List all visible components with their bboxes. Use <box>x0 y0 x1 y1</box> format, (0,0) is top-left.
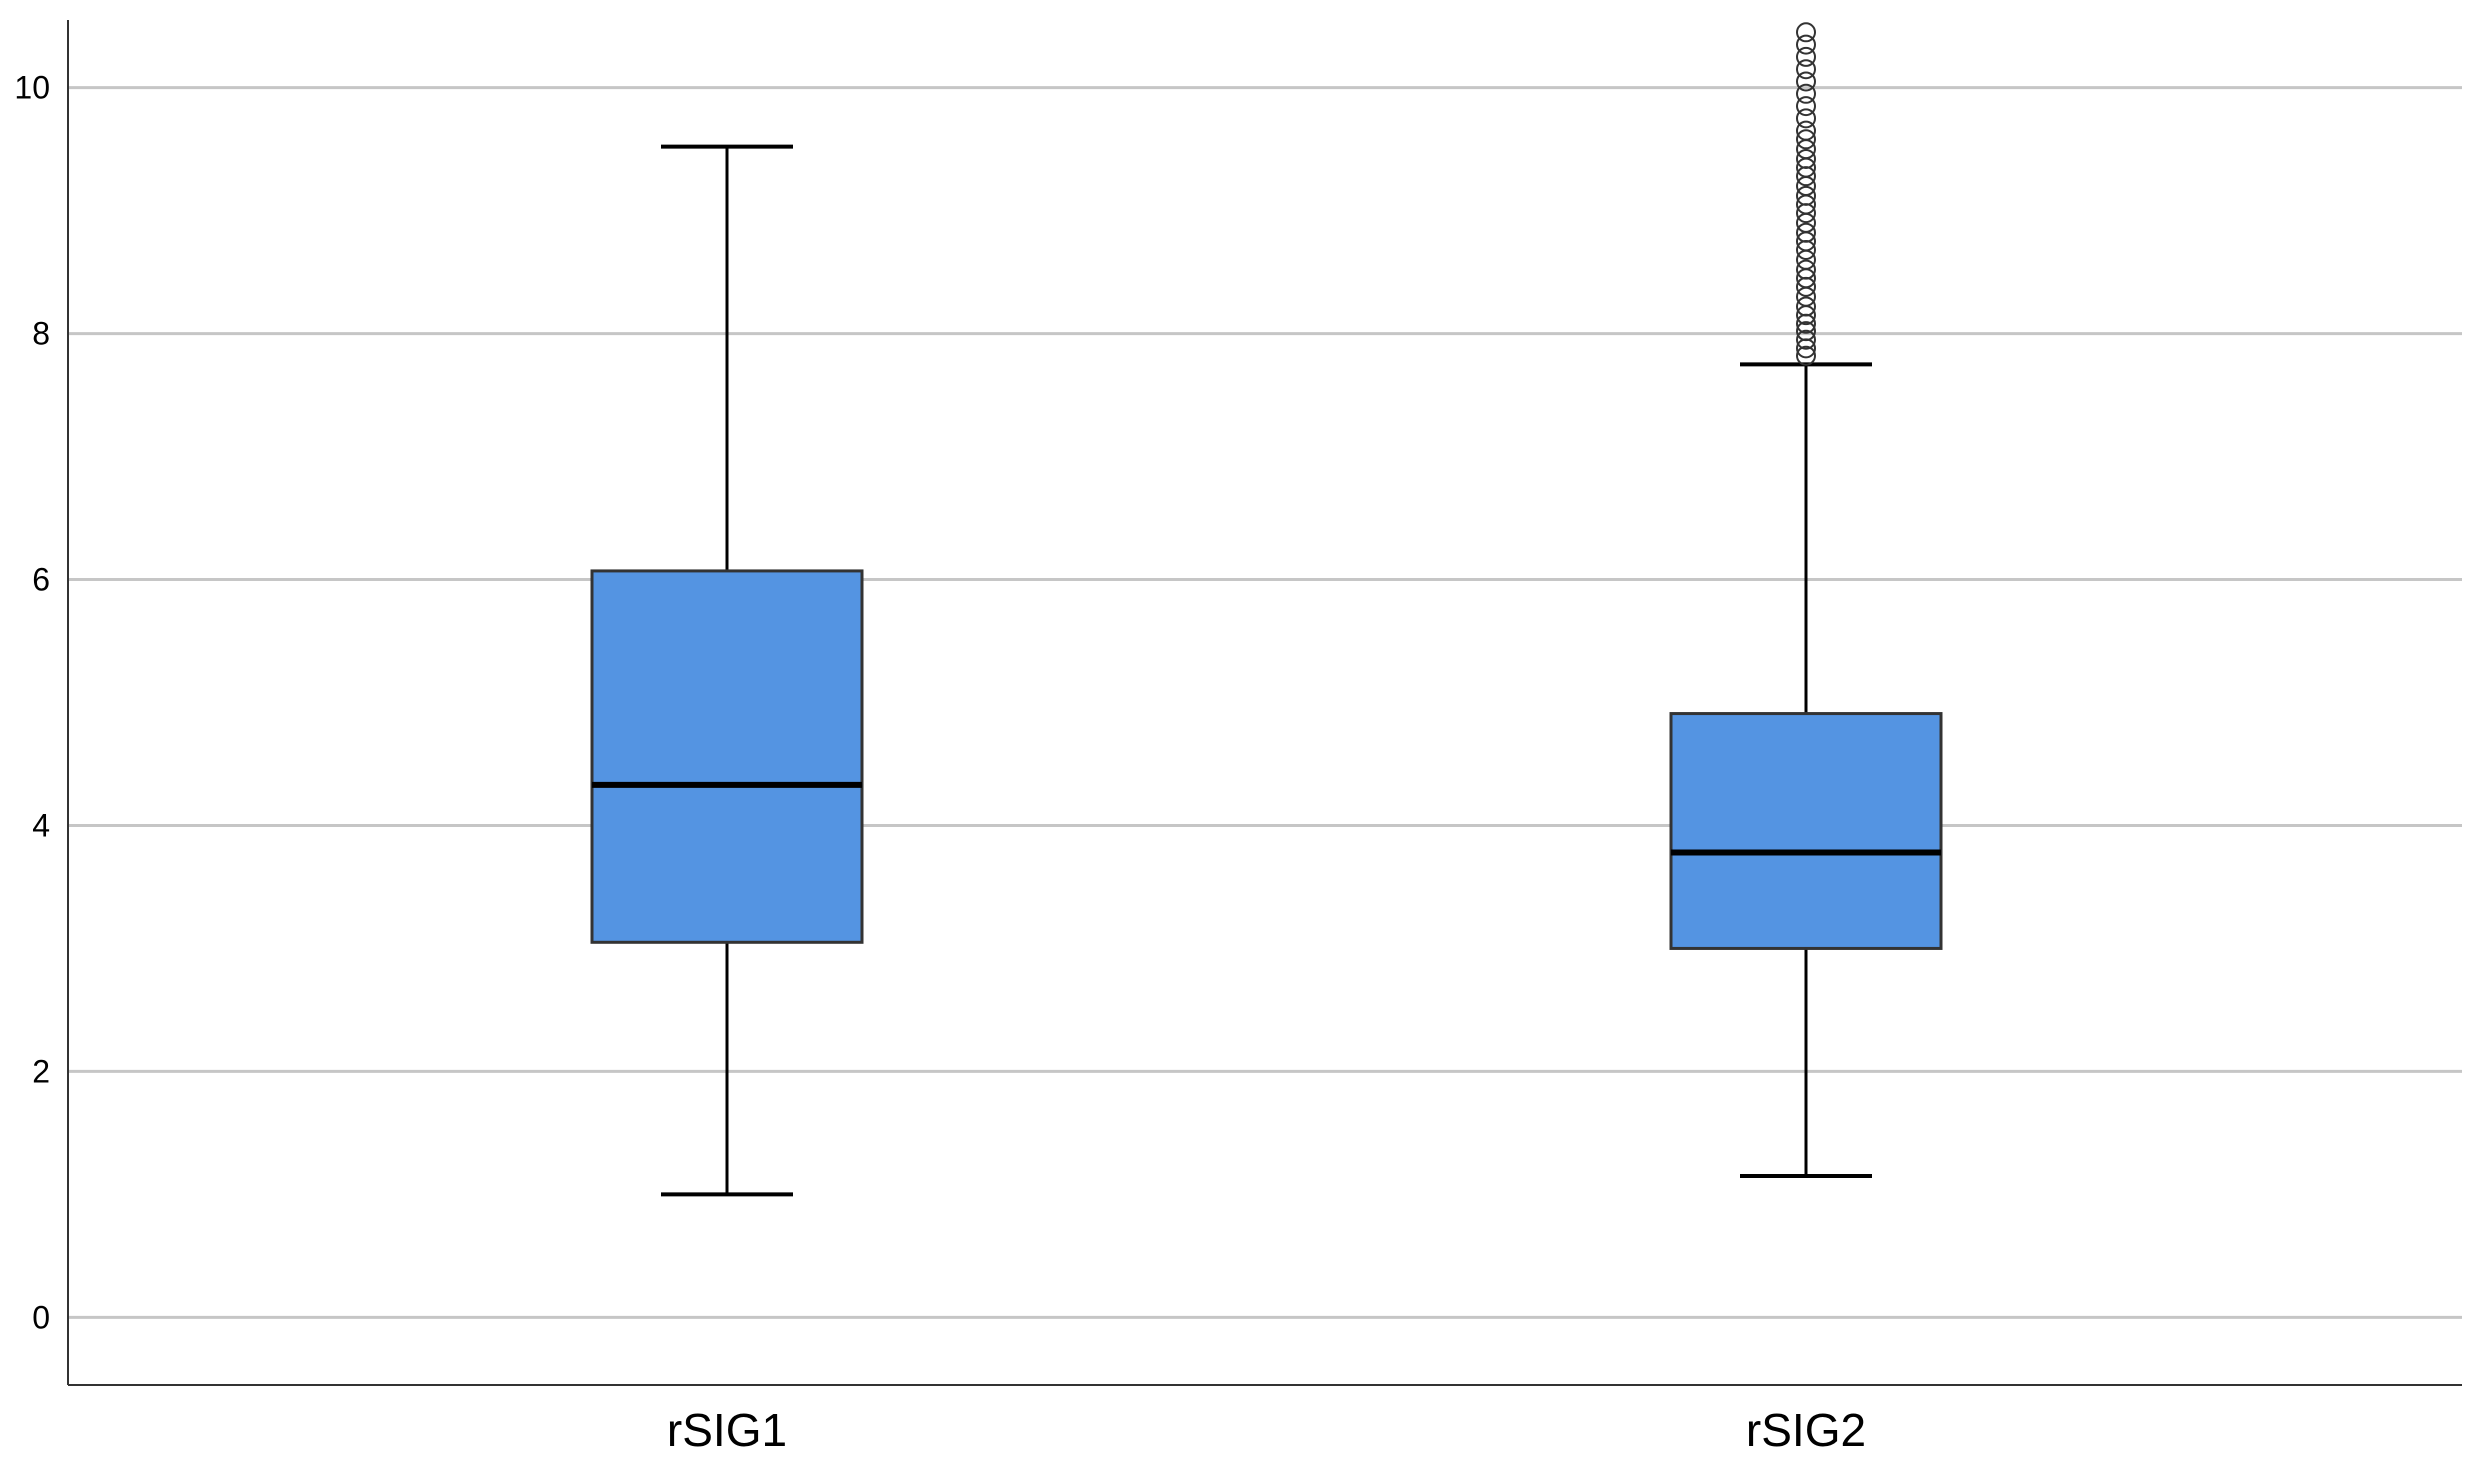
y-tick-label-2: 4 <box>32 807 50 843</box>
outlier-point-rSIG2-14 <box>1796 222 1816 243</box>
outlier-point-rSIG2-32 <box>1796 34 1816 55</box>
y-tick-label-1: 2 <box>32 1053 50 1089</box>
outlier-point-rSIG2-27 <box>1796 96 1816 117</box>
box-group-rSIG2 <box>1669 22 1943 1178</box>
outlier-point-rSIG2-30 <box>1796 59 1816 80</box>
outlier-point-rSIG2-33 <box>1796 22 1816 43</box>
category-labels: rSIG1 rSIG2 <box>667 1404 1866 1456</box>
box-rSIG1 <box>590 569 864 944</box>
outlier-point-rSIG2-28 <box>1796 83 1816 104</box>
y-tick-label-3: 6 <box>32 562 50 598</box>
category-label-rSIG2: rSIG2 <box>1746 1404 1866 1456</box>
y-tick-labels: 0 2 4 6 8 10 <box>14 70 50 1336</box>
outlier-point-rSIG2-18 <box>1796 185 1816 206</box>
y-tick-label-4: 8 <box>32 316 50 352</box>
y-tick-label-0: 0 <box>32 1299 50 1335</box>
outlier-point-rSIG2-31 <box>1796 46 1816 67</box>
outlier-point-rSIG2-3 <box>1796 321 1816 342</box>
outlier-point-rSIG2-26 <box>1796 108 1816 129</box>
boxes <box>590 22 1943 1197</box>
outlier-point-rSIG2-6 <box>1796 296 1816 317</box>
outlier-point-rSIG2-0 <box>1796 345 1816 366</box>
outlier-point-rSIG2-22 <box>1796 148 1816 169</box>
category-label-rSIG1: rSIG1 <box>667 1404 787 1456</box>
outlier-point-rSIG2-2 <box>1796 329 1816 350</box>
y-tick-label-5: 10 <box>14 70 50 106</box>
outlier-point-rSIG2-10 <box>1796 259 1816 280</box>
box-group-rSIG1 <box>590 144 864 1197</box>
outlier-point-rSIG2-24 <box>1796 129 1816 150</box>
axes <box>67 20 2462 1386</box>
outlier-point-rSIG2-25 <box>1796 120 1816 141</box>
outlier-point-rSIG2-29 <box>1796 71 1816 92</box>
gridlines <box>68 86 2462 1319</box>
box-rSIG2 <box>1669 712 1943 950</box>
